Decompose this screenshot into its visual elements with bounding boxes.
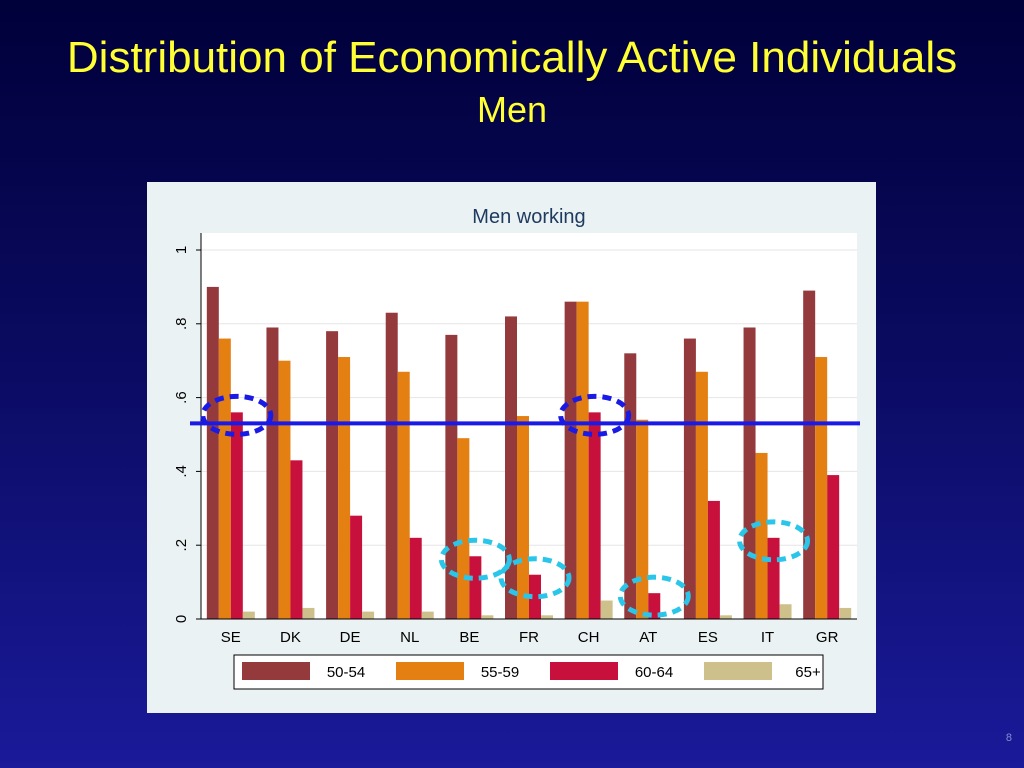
bar-DK-60-64	[290, 460, 303, 619]
bar-IT-50-54	[743, 327, 756, 619]
x-tick-label: AT	[639, 629, 657, 646]
bar-IT-65+	[779, 604, 792, 619]
bar-SE-50-54	[206, 286, 219, 619]
bar-FR-50-54	[505, 316, 517, 619]
bar-BE-55-59	[457, 438, 470, 619]
highlight-ellipse	[737, 519, 811, 563]
y-axis: 0 .2 .4 .6 .8 1	[173, 233, 202, 623]
bar-NL-50-54	[385, 312, 398, 619]
bar-NL-60-64	[409, 537, 422, 619]
legend-label: 60-64	[635, 664, 673, 681]
bar-ES-50-54	[683, 338, 696, 619]
bar-AT-60-64	[648, 593, 661, 619]
x-tick-label: DE	[340, 629, 361, 646]
chart-title: Men working	[472, 206, 585, 228]
legend-swatch	[704, 662, 772, 680]
x-axis: SE DK DE NL BE FR CH AT ES IT GR	[201, 618, 857, 646]
legend-swatch	[242, 662, 310, 680]
legend-label: 50-54	[327, 664, 365, 681]
y-tick-label: 1	[173, 246, 190, 254]
y-tick-label: .4	[173, 465, 190, 478]
bar-GR-50-54	[803, 290, 816, 619]
bar-GR-55-59	[815, 357, 828, 619]
bar-SE-65+	[242, 611, 255, 619]
bar-DE-65+	[362, 611, 375, 619]
legend-label: 55-59	[481, 664, 519, 681]
bar-DK-50-54	[266, 327, 279, 619]
bar-FR-60-64	[529, 574, 541, 619]
x-tick-label: NL	[400, 629, 419, 646]
bar-SE-60-64	[230, 412, 243, 619]
bar-CH-65+	[600, 600, 613, 619]
bar-DE-50-54	[326, 331, 339, 619]
bar-FR-65+	[541, 615, 553, 619]
x-tick-label: FR	[519, 629, 539, 646]
x-tick-label: SE	[221, 629, 241, 646]
highlight-ellipse	[617, 574, 691, 618]
slide-title: Distribution of Economically Active Indi…	[66, 33, 958, 82]
highlight-ellipse	[438, 537, 512, 581]
bar-ES-60-64	[707, 500, 720, 619]
bar-AT-55-59	[636, 419, 649, 619]
bar-BE-65+	[481, 615, 494, 619]
bar-ES-55-59	[695, 371, 708, 619]
highlight-ellipse	[558, 393, 632, 437]
x-tick-label: ES	[698, 629, 718, 646]
x-tick-label: CH	[578, 629, 600, 646]
bar-CH-50-54	[564, 301, 577, 619]
y-tick-label: 0	[173, 615, 190, 623]
legend-label: 65+	[795, 664, 821, 681]
slide-subtitle: Men	[476, 89, 548, 130]
bar-SE-55-59	[218, 338, 231, 619]
x-tick-label: BE	[459, 629, 479, 646]
highlights	[200, 393, 811, 618]
bar-NL-65+	[421, 611, 434, 619]
page-number: 8	[1005, 732, 1012, 744]
x-tick-label: GR	[816, 629, 839, 646]
bar-GR-60-64	[827, 475, 840, 619]
bar-BE-60-64	[469, 556, 482, 619]
y-tick-label: .2	[173, 539, 190, 552]
bar-FR-55-59	[517, 416, 529, 619]
highlight-ellipse	[498, 556, 572, 600]
bar-GR-65+	[839, 607, 852, 619]
legend-swatch	[550, 662, 618, 680]
bar-CH-55-59	[576, 301, 589, 619]
bar-DE-60-64	[350, 515, 363, 619]
bar-DK-55-59	[278, 360, 291, 619]
y-tick-label: .6	[173, 391, 190, 404]
bar-DE-55-59	[338, 357, 351, 619]
bar-ES-65+	[719, 615, 732, 619]
y-tick-label: .8	[173, 318, 190, 331]
x-tick-label: DK	[280, 629, 301, 646]
bar-IT-55-59	[755, 452, 768, 619]
legend-swatch	[396, 662, 464, 680]
legend: 50-54 55-59 60-64 65+	[233, 654, 824, 690]
bar-IT-60-64	[767, 537, 780, 619]
bar-DK-65+	[302, 607, 315, 619]
highlight-ellipse	[200, 393, 274, 437]
bar-CH-60-64	[588, 412, 601, 619]
bar-NL-55-59	[397, 371, 410, 619]
x-tick-label: IT	[761, 629, 774, 646]
